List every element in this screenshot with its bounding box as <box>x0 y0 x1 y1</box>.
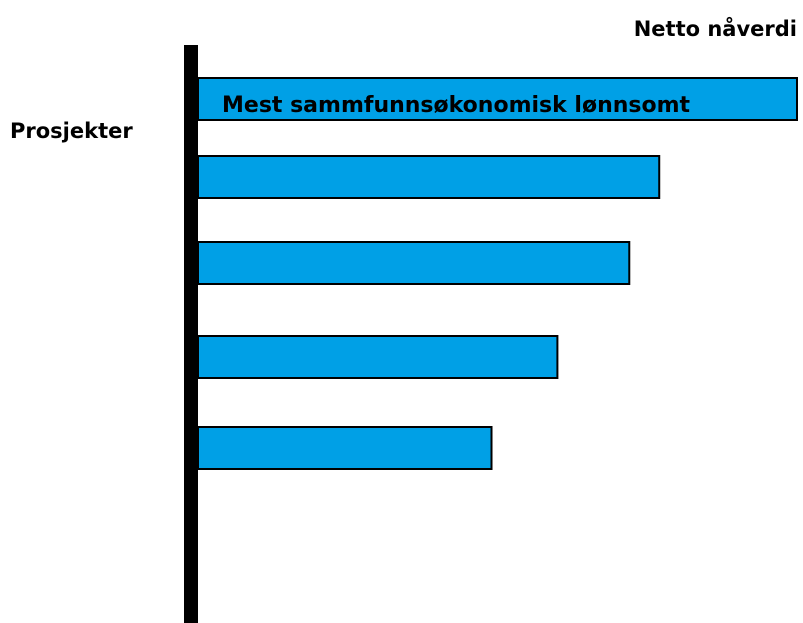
y-axis-label: Prosjekter <box>10 119 133 143</box>
annotation: Mest sammfunnsøkonomisk lønnsomt <box>222 93 691 118</box>
bar <box>197 241 631 285</box>
bar <box>197 155 661 199</box>
axis-line <box>184 45 198 623</box>
x-axis-label: Netto nåverdi <box>634 16 797 41</box>
bar <box>197 426 493 470</box>
bar <box>197 335 559 379</box>
